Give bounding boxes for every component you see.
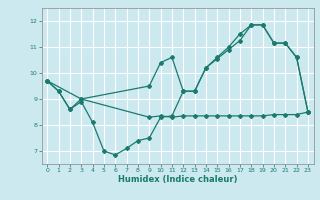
X-axis label: Humidex (Indice chaleur): Humidex (Indice chaleur)	[118, 175, 237, 184]
